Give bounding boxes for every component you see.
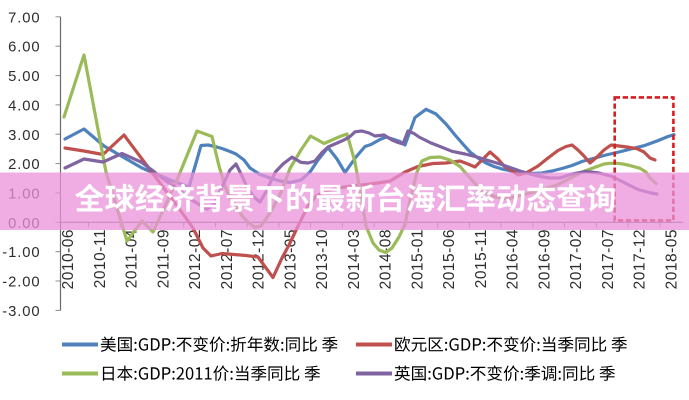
svg-text:2015-11: 2015-11 — [473, 229, 490, 288]
svg-text:2012-07: 2012-07 — [219, 229, 236, 289]
svg-text:2018-05: 2018-05 — [664, 229, 681, 289]
svg-text:2010-11: 2010-11 — [92, 229, 109, 288]
svg-text:2016-09: 2016-09 — [537, 229, 554, 289]
svg-text:-3.00: -3.00 — [2, 304, 40, 320]
svg-text:6.00: 6.00 — [8, 40, 40, 56]
svg-text:2010-06: 2010-06 — [60, 229, 77, 289]
svg-text:-1.00: -1.00 — [2, 245, 40, 261]
svg-text:2.00: 2.00 — [8, 157, 40, 173]
svg-text:2014-03: 2014-03 — [346, 229, 363, 289]
svg-text:-2.00: -2.00 — [2, 275, 40, 291]
svg-text:2015-06: 2015-06 — [441, 229, 458, 289]
svg-text:4.00: 4.00 — [8, 98, 40, 114]
svg-text:2016-04: 2016-04 — [505, 229, 522, 289]
svg-text:2011-09: 2011-09 — [155, 229, 172, 288]
svg-text:2013-05: 2013-05 — [282, 229, 299, 289]
svg-text:7.00: 7.00 — [8, 10, 40, 26]
svg-text:2012-02: 2012-02 — [187, 229, 204, 289]
svg-text:2011-04: 2011-04 — [124, 229, 141, 288]
svg-text:2017-07: 2017-07 — [600, 229, 617, 289]
svg-text:2013-10: 2013-10 — [314, 229, 331, 289]
svg-text:2017-12: 2017-12 — [632, 229, 649, 289]
svg-text:5.00: 5.00 — [8, 69, 40, 85]
svg-text:3.00: 3.00 — [8, 128, 40, 144]
svg-text:2014-08: 2014-08 — [378, 229, 395, 289]
svg-text:2015-01: 2015-01 — [409, 229, 426, 289]
svg-text:2017-02: 2017-02 — [568, 229, 585, 289]
